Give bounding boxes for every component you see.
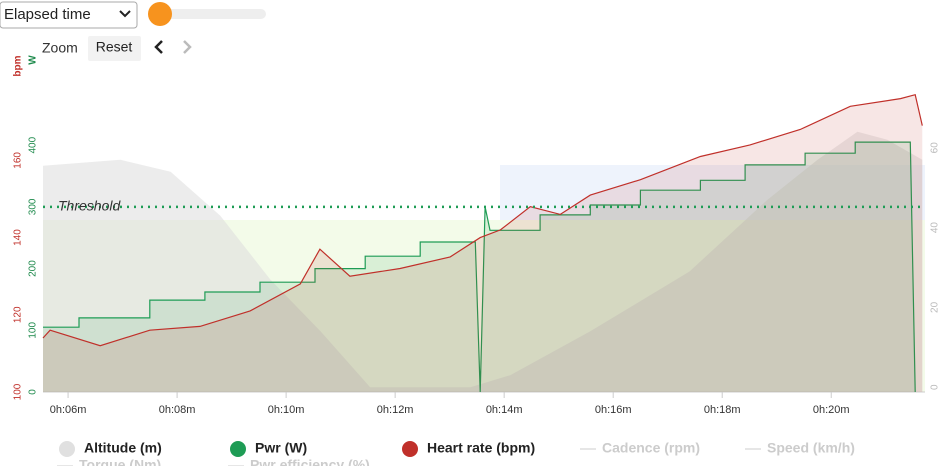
threshold-label: Threshold [58,198,121,214]
axis-tick-label: 20 [930,301,941,313]
zoom-label: Zoom [42,40,78,56]
select-text: Elapsed time [4,6,91,23]
x-tick-label: 0h:06m [50,404,87,416]
axis-tick-label: 100 [28,322,39,339]
axis-tick-label: 160 [13,152,24,169]
series-area [43,142,916,392]
legend-label: Pwr (W) [255,440,307,456]
axis-tick-label: 300 [28,198,39,215]
x-tick-label: 0h:18m [704,404,741,416]
x-tick-label: 0h:08m [159,404,196,416]
y2-axis-title: bpm [13,55,24,76]
legend-label: Heart rate (bpm) [427,440,535,456]
x-tick-label: 0h:12m [377,404,414,416]
select-caret [119,10,131,18]
reset-button[interactable] [88,36,141,61]
slider-knob[interactable] [148,2,172,26]
axis-tick-label: 140 [13,229,24,246]
axis-tick-label: 0 [930,384,941,390]
series-area [43,131,923,393]
y-axis-title: W [28,55,39,65]
legend-label[interactable]: Speed (km/h) [767,440,855,456]
x-tick-label: 0h:16m [595,404,632,416]
time-select[interactable] [0,1,138,29]
slider-track[interactable] [150,9,266,19]
axis-tick-label: 40 [930,222,941,234]
axis-tick-label: 120 [13,306,24,323]
axis-tick-label: 60 [930,142,941,154]
legend-label[interactable]: Torque (Nm) [79,457,161,466]
legend-marker [230,441,246,457]
legend-marker [402,441,418,457]
legend-label[interactable]: Pwr efficiency (%) [250,457,370,466]
prev-arrow[interactable] [154,40,163,54]
axis-tick-label: 0 [28,389,39,395]
legend-label: Altitude (m) [84,440,162,456]
legend-label[interactable]: Cadence (rpm) [602,440,700,456]
x-tick-label: 0h:14m [486,404,523,416]
axis-tick-label: 200 [28,260,39,277]
axis-tick-label: 100 [13,383,24,400]
series-area [43,94,923,392]
series-line [42,93,923,347]
x-tick-label: 0h:10m [268,404,305,416]
reset-text: Reset [96,39,133,55]
x-tick-label: 0h:20m [813,404,850,416]
legend-marker [59,441,75,457]
axis-tick-label: 400 [28,136,39,153]
next-arrow[interactable] [183,40,192,54]
